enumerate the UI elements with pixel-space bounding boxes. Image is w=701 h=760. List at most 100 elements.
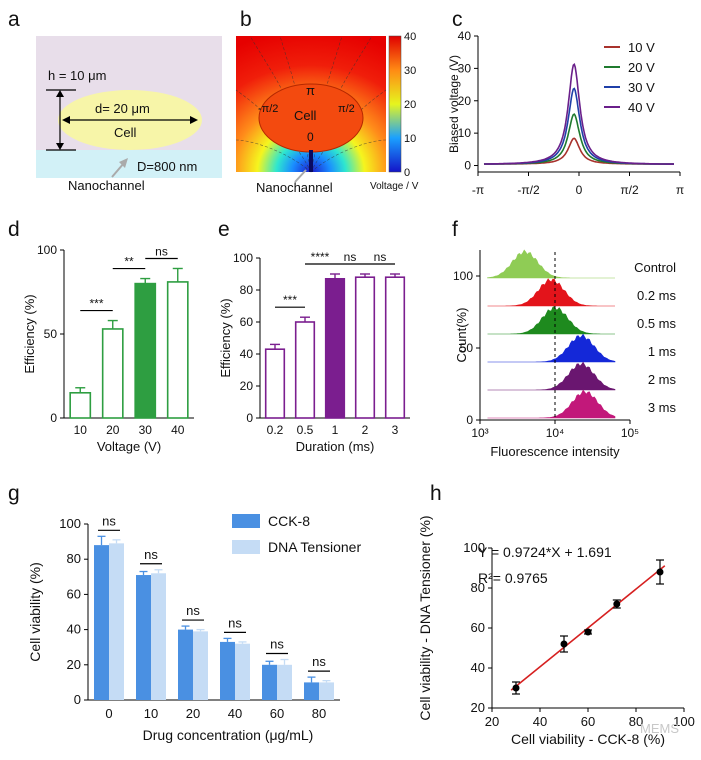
e-x-tick-label: 3 (392, 423, 399, 437)
h-point (613, 600, 621, 608)
panel-label-c: c (452, 8, 463, 31)
zero-label: 0 (307, 130, 314, 144)
g-legend-label: CCK-8 (268, 513, 310, 529)
panel-label-h: h (430, 482, 442, 505)
g-y-axis-label: Cell viability (%) (27, 562, 43, 662)
d-bar (101, 328, 124, 419)
g-x-tick-label: 20 (186, 706, 200, 721)
g-bar (304, 682, 319, 700)
d-x-tick-label: 30 (139, 423, 153, 437)
e-y-tick-label: 40 (240, 347, 254, 361)
h-point (512, 684, 520, 692)
c-x-tick-label: -π/2 (517, 183, 540, 197)
c-legend-label: 30 V (628, 80, 655, 95)
panel-label-d: d (8, 218, 20, 241)
panel-g-grouped-bar-chart: 0 20 40 60 80 100 ns 0 ns 10 ns 20 ns 40 ns 60 ns 80 Drug … (27, 513, 361, 743)
g-bar (178, 629, 193, 700)
e-x-tick-label: 1 (332, 423, 339, 437)
g-bar (193, 631, 208, 700)
e-x-tick-label: 0.2 (267, 423, 284, 437)
colorbar (388, 35, 402, 173)
nanochannel-inlet (309, 150, 313, 172)
e-bar (294, 321, 316, 419)
e-significance-label: *** (283, 293, 297, 307)
g-x-tick-label: 80 (312, 706, 326, 721)
colorbar-tick-40: 40 (404, 31, 416, 43)
g-bar (109, 543, 124, 700)
c-y-tick-label: 20 (458, 94, 472, 108)
e-bar (324, 277, 346, 419)
h-label: h = 10 μm (48, 68, 106, 83)
f-series-label: 1 ms (648, 344, 677, 359)
d-y-axis-label: Efficiency (%) (22, 294, 37, 373)
d-x-axis-label: Voltage (V) (97, 439, 161, 454)
g-significance-label: ns (270, 637, 284, 652)
colorbar-tick-0: 0 (404, 167, 410, 179)
h-r-squared: R²= 0.9765 (478, 570, 548, 586)
nanochannel-pointer (111, 162, 125, 178)
d-bar (166, 281, 189, 419)
e-x-tick-label: 0.5 (297, 423, 314, 437)
panel-label-a: a (8, 8, 20, 31)
cell-label-b: Cell (294, 108, 317, 123)
e-bar (264, 348, 286, 419)
d-x-tick-label: 10 (74, 423, 88, 437)
c-x-tick-label: -π (472, 183, 484, 197)
g-bar (277, 664, 292, 700)
h-fit-line (510, 565, 666, 691)
h-y-axis-label: Cell viability - DNA Tensioner (%) (417, 515, 433, 720)
f-histogram (487, 249, 615, 279)
h-x-axis-label: Cell viability - CCK-8 (%) (511, 731, 665, 747)
nanochannel-pointer-head (119, 158, 128, 168)
f-histogram (487, 389, 616, 419)
g-significance-label: ns (312, 654, 326, 669)
c-legend-label: 20 V (628, 60, 655, 75)
d-significance-label: *** (89, 297, 103, 311)
h-equation: Y = 0.9724*X + 1.691 (478, 544, 612, 560)
panel-label-b: b (240, 8, 252, 31)
h-x-tick-label: 20 (485, 714, 499, 729)
pi-top-label: π (306, 83, 315, 98)
d-arrow-head-left (62, 116, 70, 124)
g-bar (136, 575, 151, 700)
g-y-tick-label: 40 (67, 622, 81, 637)
d-channel-label: D=800 nm (137, 159, 197, 174)
g-significance-label: ns (186, 603, 200, 618)
d-y-tick-label: 100 (37, 243, 57, 257)
g-y-tick-label: 0 (74, 692, 81, 707)
c-y-tick-label: 30 (458, 61, 472, 75)
e-y-axis-label: Efficiency (%) (218, 298, 233, 377)
f-y-tick-label: 100 (453, 269, 473, 283)
g-x-tick-label: 0 (105, 706, 112, 721)
f-y-tick-label: 50 (460, 341, 474, 355)
f-series-label: 3 ms (648, 400, 677, 415)
f-series-label: 2 ms (648, 372, 677, 387)
f-histogram (487, 333, 616, 363)
g-y-tick-label: 100 (59, 516, 81, 531)
g-x-tick-label: 40 (228, 706, 242, 721)
g-significance-label: ns (102, 513, 116, 528)
colorbar-tick-30: 30 (404, 65, 416, 77)
e-bar (354, 276, 376, 419)
e-y-tick-label: 80 (240, 283, 254, 297)
f-histogram (487, 278, 615, 307)
panel-a-schematic: h = 10 μm d= 20 μm Cell D=800 nm Nanocha… (36, 36, 222, 193)
d-significance-label: ns (155, 244, 168, 258)
f-x-axis-label: Fluorescence intensity (490, 444, 620, 459)
h-y-tick-label: 40 (471, 660, 485, 675)
panel-label-f: f (452, 218, 458, 241)
nanochannel-region (36, 150, 222, 178)
g-x-tick-label: 10 (144, 706, 158, 721)
colorbar-tick-20: 20 (404, 99, 416, 111)
f-series-label: 0.5 ms (637, 316, 677, 331)
c-x-tick-label: π (676, 183, 684, 197)
g-bar (151, 573, 166, 700)
c-x-tick-label: π/2 (620, 183, 639, 197)
pi-right-label: π/2 (338, 103, 355, 115)
c-series-line (483, 113, 674, 165)
g-bar (235, 643, 250, 700)
g-significance-label: ns (144, 547, 158, 562)
